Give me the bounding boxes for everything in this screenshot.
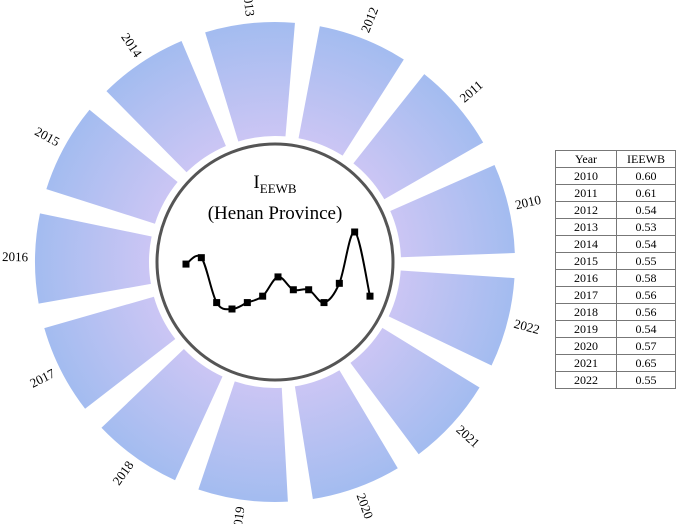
year-label: 2016: [2, 249, 29, 264]
marker: [289, 286, 297, 294]
marker: [320, 299, 328, 307]
year-label: 2012: [358, 5, 382, 35]
year-label: 2017: [27, 365, 57, 390]
marker: [228, 305, 236, 313]
marker: [335, 279, 343, 287]
table-header: Year IEEWB: [555, 150, 676, 168]
table-cell: 2017: [555, 286, 617, 304]
marker: [213, 299, 221, 307]
table-cell: 2020: [555, 337, 617, 355]
data-table: Year IEEWB 2010 0.60 2011 0.61 2012 0.54 2013 0.…: [555, 150, 676, 389]
table-cell: 0.65: [616, 354, 676, 372]
year-label: 2010: [514, 192, 543, 212]
chart-subtitle: (Henan Province): [208, 203, 343, 224]
ring-segment: [294, 370, 398, 499]
year-label: 2019: [229, 506, 247, 524]
table-cell: 2013: [555, 218, 617, 236]
table-cell: 2021: [555, 354, 617, 372]
table-row: 2017 0.56: [555, 286, 676, 304]
ring-segment: [205, 22, 295, 142]
title-main: I: [253, 172, 259, 193]
table-cell: 0.58: [616, 269, 676, 287]
inner-circle: [155, 142, 395, 382]
table-cell: 0.60: [616, 167, 676, 185]
table-cell: 0.54: [616, 235, 676, 253]
year-label: 2011: [457, 77, 486, 105]
table-cell: 0.55: [616, 252, 676, 270]
table-cell: 0.54: [616, 201, 676, 219]
table-row: 2014 0.54: [555, 235, 676, 253]
table-cell: 2014: [555, 235, 617, 253]
year-label: 2021: [453, 422, 482, 451]
table-body: 2010 0.60 2011 0.61 2012 0.54 2013 0.53 2014 0.54…: [555, 167, 676, 389]
header-cell: Year: [555, 150, 617, 168]
table-row: 2019 0.54: [555, 320, 676, 338]
table-cell: 2019: [555, 320, 617, 338]
title-subscript: EEWB: [260, 181, 297, 196]
table-cell: 2015: [555, 252, 617, 270]
table-cell: 2018: [555, 303, 617, 321]
table-cell: 0.53: [616, 218, 676, 236]
chart-title: IEEWB: [253, 172, 296, 196]
ring-segment: [34, 213, 152, 304]
table-cell: 2010: [555, 167, 617, 185]
table-row: 2020 0.57: [555, 337, 676, 355]
table-cell: 2016: [555, 269, 617, 287]
marker: [259, 292, 267, 300]
table-row: 2013 0.53: [555, 218, 676, 236]
ring-segment: [388, 270, 515, 366]
year-label: 2018: [109, 458, 136, 488]
ring-segment: [298, 26, 404, 156]
marker: [182, 260, 190, 268]
ring-segment: [101, 349, 223, 481]
table-row: 2016 0.58: [555, 269, 676, 287]
table-row: 2012 0.54: [555, 201, 676, 219]
table-cell: 0.61: [616, 184, 676, 202]
table-cell: 2012: [555, 201, 617, 219]
table-row: 2022 0.55: [555, 371, 676, 389]
table-row: 2015 0.55: [555, 252, 676, 270]
ring-segment: [198, 381, 288, 503]
year-label: 2013: [240, 0, 258, 17]
marker: [197, 254, 205, 262]
table-cell: 0.57: [616, 337, 676, 355]
ring-segment: [44, 296, 176, 409]
table-row: 2021 0.65: [555, 354, 676, 372]
marker: [274, 273, 282, 281]
marker: [305, 286, 313, 294]
ring-segment: [46, 109, 178, 224]
table-cell: 2011: [555, 184, 617, 202]
table-row: 2010 0.60: [555, 167, 676, 185]
year-label: 2014: [118, 30, 145, 60]
ring-segment: [353, 74, 484, 200]
table-cell: 0.55: [616, 371, 676, 389]
marker: [366, 292, 374, 300]
plot: [182, 228, 374, 313]
year-label: 2015: [32, 124, 62, 150]
table-cell: 0.56: [616, 303, 676, 321]
year-label: 2020: [354, 491, 377, 521]
table-cell: 0.54: [616, 320, 676, 338]
table-row: 2011 0.61: [555, 184, 676, 202]
marker: [351, 228, 359, 236]
table-row: 2018 0.56: [555, 303, 676, 321]
ring-segment: [390, 164, 515, 258]
year-label: 2022: [512, 316, 541, 337]
marker: [243, 299, 251, 307]
ring: 2010 2011 2012 2013 2014 2015 2016 2017 2018 2019…: [2, 0, 542, 524]
ring-segment: [106, 40, 226, 173]
ring-segment: [350, 327, 480, 455]
table-cell: 0.56: [616, 286, 676, 304]
header-cell: IEEWB: [616, 150, 676, 168]
table-cell: 2022: [555, 371, 617, 389]
